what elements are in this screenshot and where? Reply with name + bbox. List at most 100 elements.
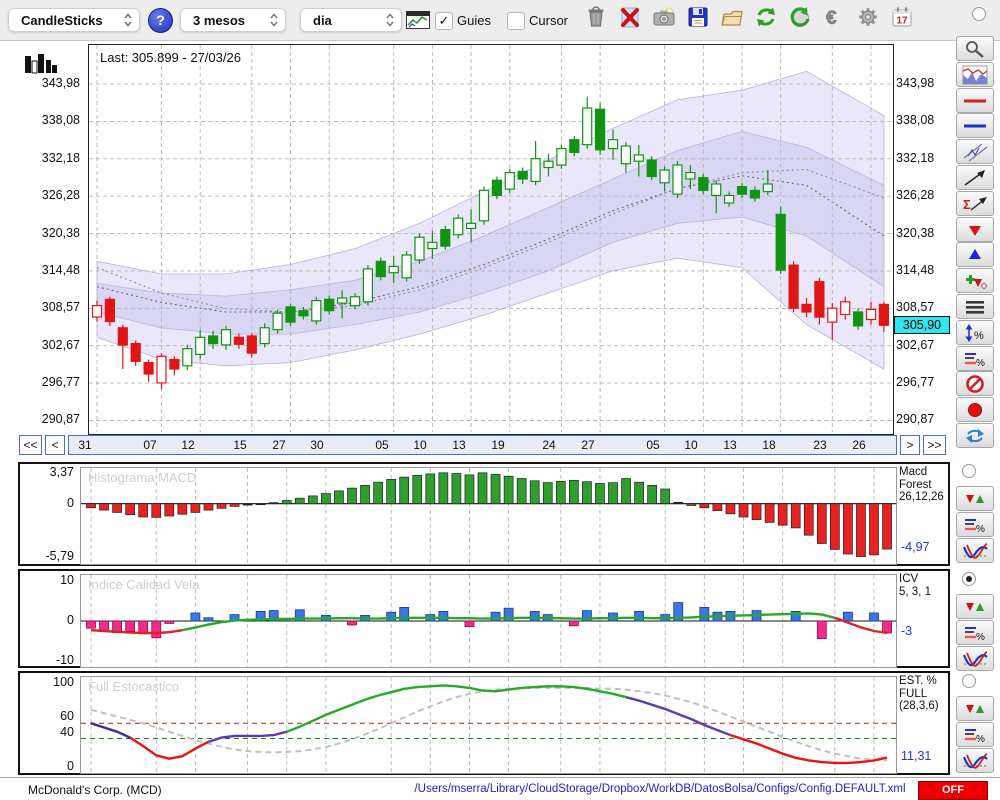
date-label: 24 (542, 438, 556, 452)
measure-percent-tool-button[interactable]: % (956, 320, 994, 345)
candlestick-chart[interactable] (88, 44, 894, 435)
macd-lines-percent-button[interactable]: % (956, 512, 994, 537)
icv-select-radio[interactable] (962, 572, 976, 586)
cursor-checkbox[interactable] (507, 12, 525, 30)
add-signal-tool-button[interactable] (956, 268, 994, 293)
stoch-curves-button[interactable] (956, 748, 994, 773)
stoch-settings-label: EST. % FULL (28,3,6) (899, 675, 939, 712)
forbid-tool-button[interactable] (956, 371, 994, 396)
red-hline-tool-button[interactable] (956, 88, 994, 113)
open-folder-icon[interactable] (719, 5, 749, 33)
updown-icon (962, 597, 988, 617)
price-chart-tool-button[interactable] (956, 62, 994, 87)
snapshot-icon[interactable] (651, 5, 681, 33)
add-signal-icon (962, 271, 988, 291)
price-tick-label: 290,87 (896, 412, 935, 426)
channel-tool-button[interactable] (956, 139, 994, 164)
date-label: 18 (762, 438, 776, 452)
price-tick-label: 326,28 (896, 188, 935, 202)
swap-icon (962, 426, 988, 446)
guides-checkbox[interactable]: ✓ (435, 12, 453, 30)
price-tick-label: 302,67 (896, 338, 935, 352)
swap-tool-button[interactable] (956, 423, 994, 448)
period-select[interactable]: 3 mesos (180, 8, 286, 32)
chart-type-select[interactable]: CandleSticks (8, 8, 140, 32)
icv-lines-percent-button[interactable]: % (956, 620, 994, 645)
macd-select-radio[interactable] (962, 464, 976, 478)
stochastic-panel[interactable]: 100 60 40 0 Full Estocastico EST. % FULL (28,3,… (18, 671, 950, 775)
macd-tick-label: -5,79 (45, 549, 75, 563)
price-tick-label: 332,18 (41, 151, 80, 165)
current-price-marker: 305,90 (894, 316, 950, 334)
config-path-label: /Users/mserra/Library/CloudStorage/Dropb… (414, 783, 906, 795)
date-label: 13 (723, 438, 737, 452)
symbol-label: McDonald's Corp. (MCD) (28, 783, 162, 797)
currency-euro-icon[interactable]: € (821, 5, 851, 33)
blue-hline-tool-button[interactable] (956, 113, 994, 138)
channel-icon (962, 142, 988, 162)
arrow-down-red-icon (962, 220, 988, 240)
date-label: 31 (78, 438, 92, 452)
date-label: 12 (181, 438, 195, 452)
zoom-tool-button[interactable] (956, 36, 994, 61)
date-label: 27 (272, 438, 286, 452)
icv-updown-button[interactable] (956, 594, 994, 619)
date-label: 19 (491, 438, 505, 452)
revert-icon[interactable] (787, 5, 817, 33)
delete-x-icon[interactable] (617, 5, 647, 33)
price-tick-label: 320,38 (41, 226, 80, 240)
price-tick-label: 314,48 (896, 263, 935, 277)
arrow-down-red-tool-button[interactable] (956, 217, 994, 242)
save-icon[interactable] (685, 5, 715, 33)
icv-tick-label: 0 (67, 613, 74, 627)
date-label: 07 (143, 438, 157, 452)
date-label: 10 (413, 438, 427, 452)
chart-window-button[interactable] (406, 11, 430, 29)
trendline-tool-button[interactable] (956, 165, 994, 190)
date-label: 13 (452, 438, 466, 452)
toolbar: CandleSticks ? 3 mesos dia ✓ Guies Curso… (0, 0, 1000, 41)
help-button[interactable]: ? (148, 8, 173, 33)
arrow-up-blue-icon (962, 245, 988, 265)
sigma-trend-tool-button[interactable]: Σ (956, 191, 994, 216)
cursor-label: Cursor (529, 13, 569, 28)
off-button[interactable]: OFF (918, 781, 988, 800)
scroll-left-button[interactable]: < (45, 435, 65, 455)
last-price-label: Last: 305.899 - 27/03/26 (100, 50, 241, 65)
date-label: 15 (233, 438, 247, 452)
interval-select[interactable]: dia (300, 8, 402, 32)
price-tick-label: 296,77 (896, 375, 935, 389)
macd-updown-button[interactable] (956, 486, 994, 511)
lines-percent-tool-button[interactable]: % (956, 346, 994, 371)
date-axis-strip[interactable]: 31 07 12 15 27 30 05 10 13 19 24 27 05 10 13 18 23 26 (68, 435, 897, 455)
date-label: 05 (375, 438, 389, 452)
stoch-updown-button[interactable] (956, 696, 994, 721)
zoom-icon (962, 39, 988, 59)
calendar-icon[interactable]: 17 (889, 5, 919, 33)
stoch-lines-percent-button[interactable]: % (956, 722, 994, 747)
settings-gear-icon[interactable] (855, 5, 885, 33)
rows-tool-button[interactable] (956, 294, 994, 319)
refresh-icon[interactable] (753, 5, 783, 33)
rows-icon (962, 297, 988, 317)
main-chart-radio[interactable] (972, 7, 986, 21)
icv-curves-button[interactable] (956, 646, 994, 671)
price-tick-label: 332,18 (896, 151, 935, 165)
stoch-select-radio[interactable] (962, 674, 976, 688)
date-label: 26 (852, 438, 866, 452)
lines-percent-icon: % (962, 623, 988, 643)
scroll-far-left-button[interactable]: << (19, 435, 42, 455)
arrow-up-blue-tool-button[interactable] (956, 242, 994, 267)
trash-icon[interactable] (583, 5, 613, 33)
scroll-right-button[interactable]: > (900, 435, 920, 455)
price-tick-label: 326,28 (41, 188, 80, 202)
stoch-plot[interactable] (80, 676, 897, 774)
updown-icon (962, 489, 988, 509)
macd-panel[interactable]: 3,37 0 -5,79 Histograma MACD Macd Forest 26,12… (18, 462, 950, 566)
icv-plot[interactable] (80, 574, 897, 668)
record-tool-button[interactable] (956, 397, 994, 422)
macd-plot[interactable] (80, 467, 897, 565)
macd-curves-button[interactable] (956, 538, 994, 563)
icv-panel[interactable]: 10 0 -10 Indice Calidad Vela ICV 5, 3, 1 -3 (18, 569, 950, 668)
scroll-far-right-button[interactable]: >> (923, 435, 946, 455)
